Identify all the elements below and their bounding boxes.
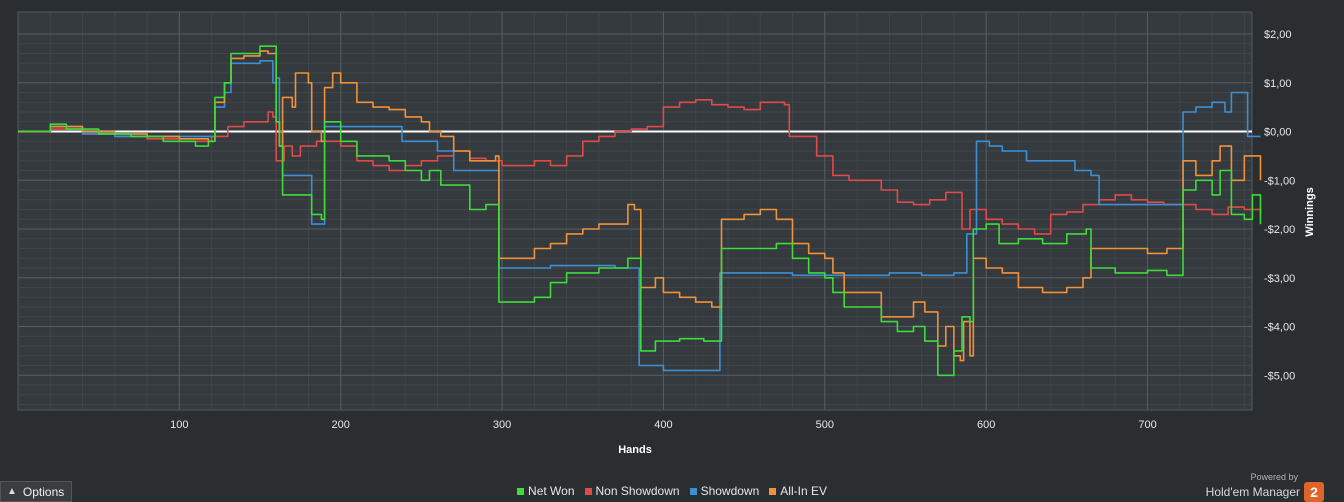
y-tick-label: -$2,00 [1264, 224, 1295, 236]
legend-label: All-In EV [780, 484, 827, 498]
x-tick-label: 700 [1138, 419, 1156, 431]
x-axis-ticks: 100 200 300 400 500 600 700 [170, 419, 1157, 431]
legend-item[interactable]: Non Showdown [584, 484, 680, 498]
y-tick-label: $2,00 [1264, 29, 1292, 41]
y-tick-label: -$3,00 [1264, 273, 1295, 285]
brand-name: Hold'em Manager [1205, 485, 1300, 499]
legend-swatch [517, 487, 525, 495]
options-button[interactable]: ▲ Options [0, 481, 72, 502]
legend-item[interactable]: All-In EV [769, 484, 827, 498]
legend-item[interactable]: Showdown [689, 484, 760, 498]
x-axis-title: Hands [618, 444, 652, 456]
x-tick-label: 300 [493, 419, 511, 431]
y-axis-title: Winnings [1304, 187, 1316, 236]
y-tick-label: $1,00 [1264, 78, 1292, 90]
brand-block: Powered by Hold'em Manager 2 [1206, 472, 1324, 502]
series-line-non-showdown [18, 99, 1262, 235]
legend-swatch [769, 487, 777, 495]
plot-background [17, 11, 1253, 411]
x-tick-label: 400 [654, 419, 672, 431]
legend-label: Showdown [700, 484, 760, 498]
legend-label: Non Showdown [595, 484, 680, 498]
legend-swatch [584, 487, 592, 495]
winnings-chart: $2,00 $1,00 $0,00 -$1,00 -$2,00 -$3,00 -$4,00 -… [17, 11, 1316, 456]
y-tick-label: -$5,00 [1264, 370, 1295, 382]
y-tick-label: -$4,00 [1264, 322, 1295, 334]
x-tick-label: 100 [170, 419, 188, 431]
chevron-up-icon: ▲ [7, 486, 17, 497]
options-label: Options [22, 484, 65, 499]
series-layer [18, 45, 1262, 377]
legend-label: Net Won [528, 484, 575, 498]
x-tick-label: 500 [816, 419, 834, 431]
grid [18, 12, 1252, 410]
hem-logo-icon: 2 [1304, 482, 1324, 502]
x-tick-label: 600 [977, 419, 995, 431]
y-tick-label: -$1,00 [1264, 175, 1295, 187]
legend-item[interactable]: Net Won [517, 484, 575, 498]
x-tick-label: 200 [332, 419, 350, 431]
legend: Net Won Non Showdown Showdown All-In EV [0, 484, 1344, 498]
brand-powered-by: Powered by [1250, 472, 1298, 482]
legend-swatch [689, 487, 697, 495]
y-tick-label: $0,00 [1264, 127, 1292, 139]
series-line-net-won [18, 45, 1262, 377]
y-axis-ticks: $2,00 $1,00 $0,00 -$1,00 -$2,00 -$3,00 -$4,00 -… [1264, 29, 1295, 382]
